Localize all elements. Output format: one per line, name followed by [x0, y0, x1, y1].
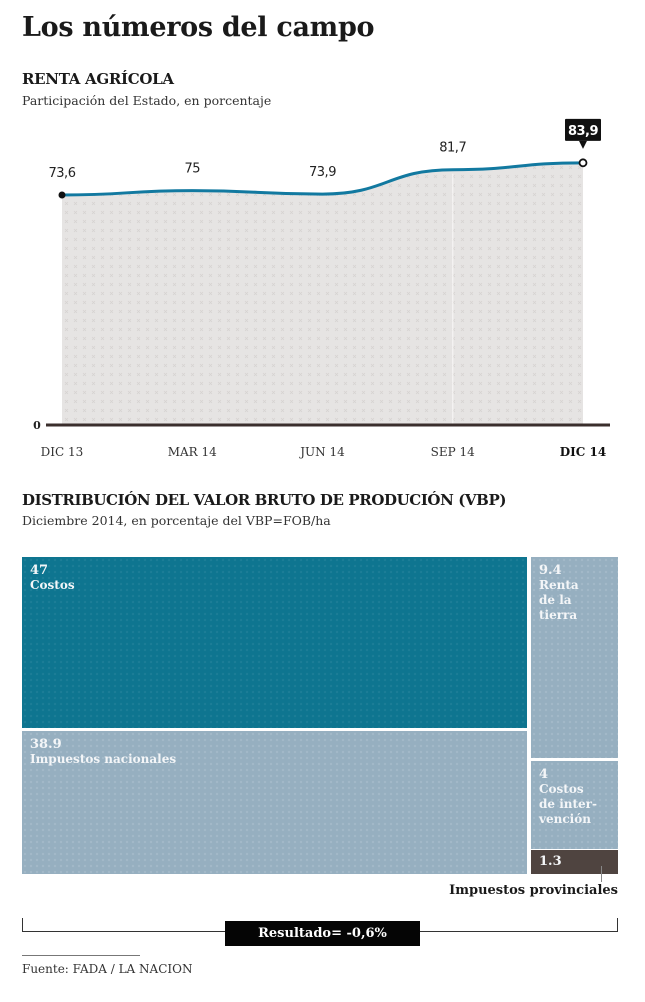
x-tick-label: DIC 14 — [560, 445, 606, 459]
block-label-line: de la — [539, 593, 572, 607]
block-label-line: vención — [539, 812, 591, 826]
highlight-label-box — [565, 118, 601, 141]
x-tick-label: DIC 13 — [41, 445, 84, 459]
block-label-line: Costos — [539, 782, 584, 796]
treemap-subtitle: Diciembre 2014, en porcentaje del VBP=FO… — [22, 513, 331, 528]
x-tick-label: JUN 14 — [298, 445, 345, 459]
block-label-line: Renta — [539, 578, 579, 592]
data-label: 83,9 — [568, 124, 599, 139]
line-chart-subtitle: Participación del Estado, en porcentaje — [22, 93, 272, 108]
highlight-label-pointer — [579, 140, 587, 149]
point-layer — [58, 158, 588, 199]
data-label: 73,9 — [309, 165, 336, 180]
treemap-block-impuestos-nacionales: 38.9 Impuestos nacionales — [22, 731, 527, 874]
area-layer — [62, 162, 583, 425]
impuestos-provinciales-label: Impuestos provinciales — [449, 883, 618, 898]
data-point-highlight — [578, 158, 588, 168]
block-value: 1.3 — [539, 854, 562, 869]
data-label: 73,6 — [49, 166, 76, 181]
block-label: Impuestos nacionales — [30, 752, 177, 766]
data-point — [58, 191, 66, 199]
block-value: 9.4 — [539, 563, 562, 578]
source-credit: Fuente: FADA / LA NACION — [22, 962, 193, 976]
x-tick-label: SEP 14 — [431, 445, 476, 459]
y-tick-label: 0 — [33, 419, 41, 432]
result-badge: Resultado= -0,6% — [225, 921, 420, 946]
block-label-line: tierra — [539, 608, 578, 622]
block-value: 38.9 — [30, 737, 62, 752]
data-label: 81,7 — [439, 141, 466, 156]
x-tick-label: MAR 14 — [168, 445, 217, 459]
source-divider — [22, 955, 140, 956]
treemap-block-costos-intervencion: 4 Costos de inter- vención — [531, 761, 618, 849]
block-value: 47 — [30, 563, 49, 578]
block-label: Costos — [30, 578, 75, 592]
data-label: 75 — [184, 162, 200, 177]
treemap-block-costos: 47 Costos — [22, 557, 527, 728]
series-line — [61, 161, 584, 197]
label-layer: 73,6 75 73,9 81,7 83,9 — [49, 118, 601, 181]
main-title: Los números del campo — [22, 12, 375, 43]
block-value: 4 — [539, 767, 549, 782]
block-label-line: de inter- — [539, 797, 597, 811]
line-layer — [61, 161, 584, 197]
treemap-block-impuestos-provinciales: 1.3 — [531, 850, 618, 874]
leader-line — [601, 866, 602, 882]
line-chart-title: RENTA AGRÍCOLA — [22, 70, 174, 88]
treemap-block-renta-tierra: 9.4 Renta de la tierra — [531, 557, 618, 758]
area-fill — [62, 162, 583, 425]
treemap-title: DISTRIBUCIÓN DEL VALOR BRUTO DE PRODUCIÓ… — [22, 491, 507, 509]
